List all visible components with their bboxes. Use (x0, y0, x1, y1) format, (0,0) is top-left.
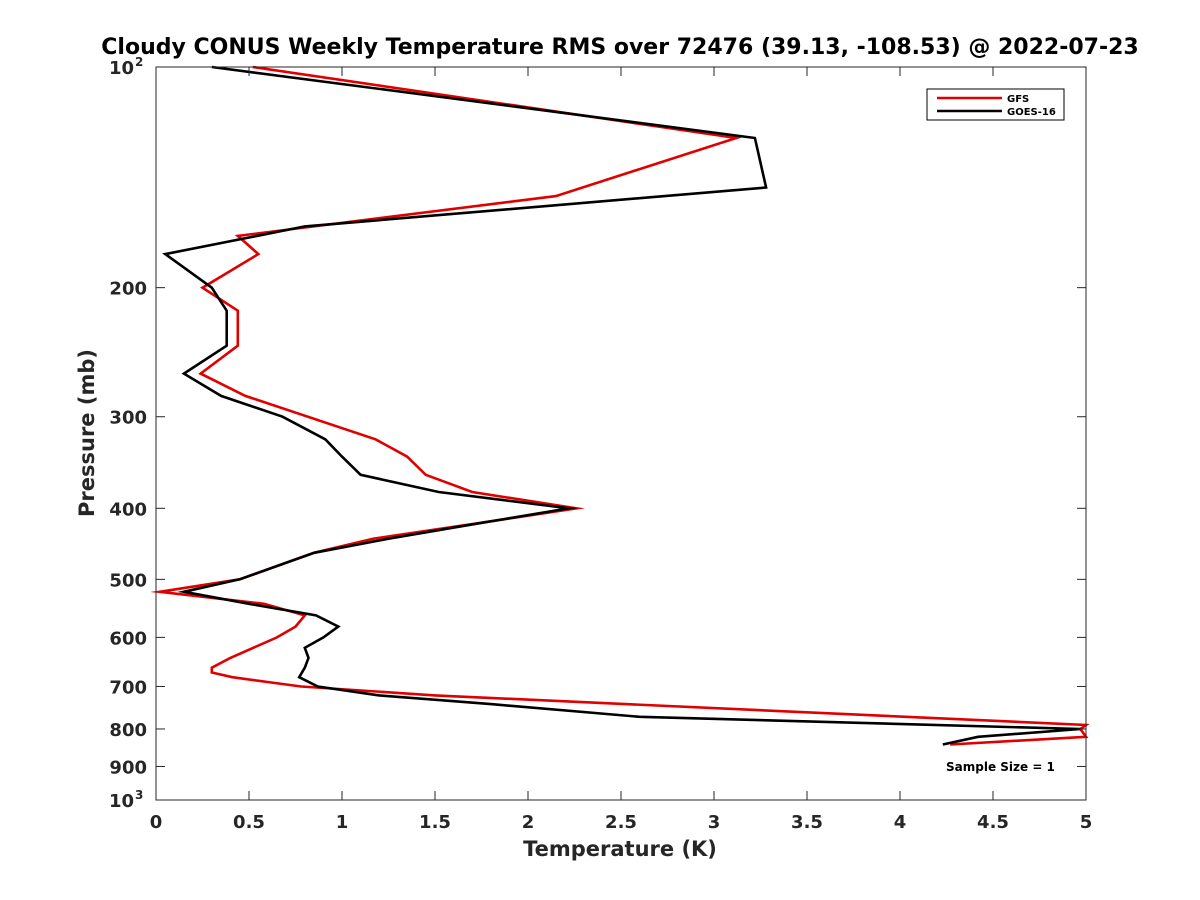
x-axis-label: Temperature (K) (523, 837, 717, 861)
x-tick-label: 2 (522, 812, 535, 833)
legend: GFS GOES-16 (926, 88, 1065, 121)
y-tick-label: 300 (109, 408, 147, 429)
y-tick-exponent: 2 (135, 55, 143, 69)
legend-box (926, 88, 1065, 121)
x-tick-label: 4 (894, 812, 907, 833)
x-tick-label: 1 (336, 812, 349, 833)
y-tick-label: 700 (109, 677, 147, 698)
x-tick-label: 4.5 (977, 812, 1009, 833)
x-tick-label: 0.5 (233, 812, 265, 833)
y-tick-exponent: 3 (135, 788, 143, 802)
x-tick-label: 2.5 (605, 812, 637, 833)
series-line-goes-16 (162, 65, 1081, 746)
y-tick-label: 10 (109, 791, 134, 812)
y-tick-label: 800 (109, 720, 147, 741)
y-tick-label: 500 (109, 570, 147, 591)
y-tick-label: 400 (109, 499, 147, 520)
y-axis-label: Pressure (mb) (75, 349, 99, 517)
chart-title: Cloudy CONUS Weekly Temperature RMS over… (101, 35, 1138, 60)
x-tick-label: 3 (708, 812, 721, 833)
plot-lines (150, 65, 1090, 746)
y-tick-label: 10 (109, 58, 134, 79)
legend-label: GOES-16 (1007, 107, 1056, 118)
x-tick-label: 1.5 (419, 812, 451, 833)
x-tick-label: 0 (150, 812, 163, 833)
sample-size-note: Sample Size = 1 (946, 760, 1055, 774)
legend-label: GFS (1007, 94, 1029, 105)
x-axis: 0 0.5 1 1.5 2 2.5 3 3.5 4 4.5 5 (150, 67, 1093, 833)
y-tick-label: 900 (109, 757, 147, 778)
y-tick-label: 200 (109, 279, 147, 300)
x-tick-label: 3.5 (791, 812, 823, 833)
x-tick-label: 5 (1080, 812, 1093, 833)
y-tick-label: 600 (109, 628, 147, 649)
